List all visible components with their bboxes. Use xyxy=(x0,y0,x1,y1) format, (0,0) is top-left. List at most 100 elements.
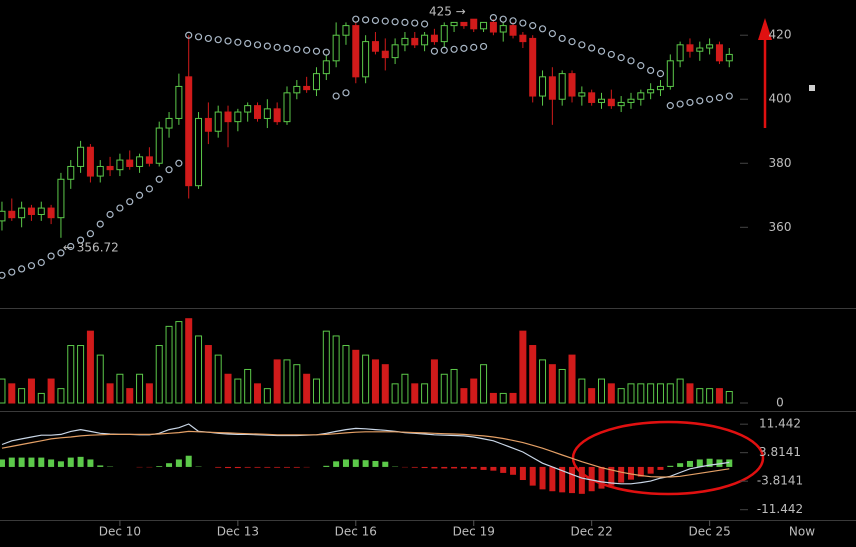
candle-body xyxy=(362,41,370,78)
sar-dot xyxy=(411,19,419,27)
candle-body xyxy=(421,34,429,46)
candle-body xyxy=(480,21,488,30)
sar-dot xyxy=(135,191,144,199)
sar-dot xyxy=(666,102,674,110)
macd-histogram-bar xyxy=(38,457,45,467)
sar-dot xyxy=(470,43,478,51)
candle-body xyxy=(558,73,566,100)
volume-bar xyxy=(37,392,45,404)
candle-body xyxy=(381,50,389,59)
volume-bar xyxy=(489,392,497,404)
candle-body xyxy=(352,25,360,78)
volume-bar xyxy=(8,383,16,404)
macd-histogram-bar xyxy=(323,465,330,467)
sar-dot xyxy=(0,271,6,279)
macd-histogram-bar xyxy=(451,466,458,469)
candle-body xyxy=(263,108,271,119)
x-tick-label: Dec 19 xyxy=(453,525,495,539)
volume-bar xyxy=(175,321,183,404)
sar-dot xyxy=(185,31,193,39)
volume-bar xyxy=(214,354,222,404)
sar-dot xyxy=(627,57,635,65)
volume-bar xyxy=(67,345,75,404)
macd-histogram-bar xyxy=(696,459,703,467)
y-tick-label: 0 xyxy=(776,396,784,410)
macd-histogram-bar xyxy=(333,461,340,467)
candle-body xyxy=(578,92,586,97)
sar-dot xyxy=(283,44,291,52)
macd-histogram-bar xyxy=(254,466,261,468)
volume-bar xyxy=(676,378,684,404)
macd-histogram-bar xyxy=(441,466,448,469)
candle-body xyxy=(322,60,330,75)
candle-body xyxy=(0,210,6,222)
macd-histogram-bar xyxy=(569,466,576,494)
candle-body xyxy=(126,159,134,167)
macd-histogram-bar xyxy=(519,466,526,481)
y-tick-label: 11.442 xyxy=(759,417,801,431)
sar-dot xyxy=(352,15,360,23)
candle-body xyxy=(204,117,212,132)
candle-body xyxy=(666,60,674,87)
candle-body xyxy=(332,34,340,62)
sar-dot xyxy=(244,39,252,48)
volume-bar xyxy=(637,383,645,404)
macd-histogram-bar xyxy=(677,463,684,467)
candle-body xyxy=(696,47,704,52)
volume-bar xyxy=(47,378,55,404)
macd-histogram-bar xyxy=(470,466,477,469)
sar-dot xyxy=(676,100,684,108)
candle-body xyxy=(293,85,301,94)
volume-bar xyxy=(411,383,419,404)
candle-body xyxy=(47,207,55,219)
sar-dot xyxy=(725,92,733,100)
sar-dot xyxy=(273,43,281,51)
sar-dot xyxy=(548,30,556,38)
candle-body xyxy=(8,210,16,219)
sar-dot xyxy=(706,95,714,103)
candle-body xyxy=(637,92,645,100)
volume-bar xyxy=(362,354,370,404)
sar-dot xyxy=(391,18,399,26)
sar-dot xyxy=(499,15,507,23)
sar-dot xyxy=(401,18,409,27)
macd-histogram-bar xyxy=(293,466,300,468)
sar-dot xyxy=(460,44,468,52)
macd-histogram-bar xyxy=(48,459,55,467)
volume-bar xyxy=(185,318,193,404)
candle-body xyxy=(588,92,596,103)
macd-histogram-bar xyxy=(18,457,25,467)
sar-dot xyxy=(214,36,222,44)
volume-bar xyxy=(0,378,6,404)
volume-bar xyxy=(244,368,252,404)
candle-body xyxy=(136,156,144,167)
volume-bar xyxy=(558,368,566,404)
macd-histogram-bar xyxy=(706,458,713,467)
sar-dot xyxy=(588,44,596,52)
volume-bar xyxy=(57,388,65,404)
sar-dot xyxy=(617,54,625,62)
candle-body xyxy=(165,117,173,129)
macd-histogram-bar xyxy=(598,466,605,489)
sar-dot xyxy=(47,252,55,260)
candle-body xyxy=(391,44,399,59)
macd-histogram-bar xyxy=(28,457,35,467)
volume-bar xyxy=(391,383,399,404)
volume-bar xyxy=(470,378,478,404)
sar-dot xyxy=(696,97,704,105)
sar-dot xyxy=(37,258,45,267)
sar-dot xyxy=(686,98,694,107)
macd-histogram-bar xyxy=(480,466,487,470)
candle-body xyxy=(342,25,350,36)
macd-histogram-bar xyxy=(156,466,163,467)
volume-bar xyxy=(263,388,271,404)
candle-body xyxy=(234,111,242,123)
volume-bar xyxy=(568,354,576,404)
volume-bar xyxy=(509,392,517,404)
candle-body xyxy=(254,105,262,119)
marker-square xyxy=(809,85,815,91)
volume-bar xyxy=(725,391,733,404)
macd-histogram-bar xyxy=(362,460,369,467)
